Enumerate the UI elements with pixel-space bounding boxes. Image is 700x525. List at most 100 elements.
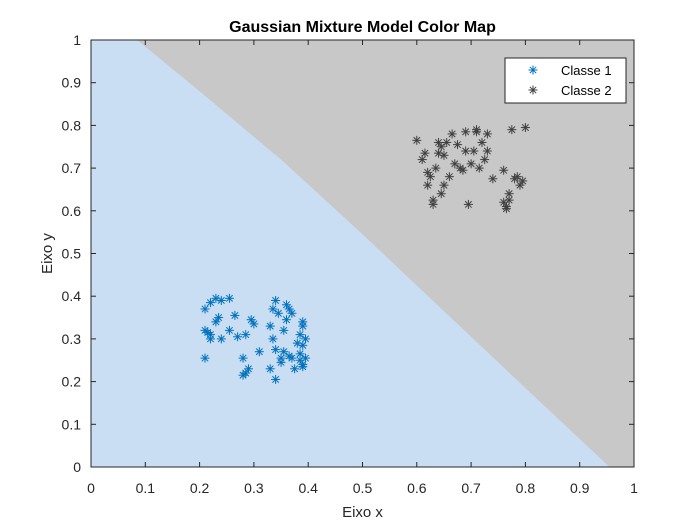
y-tick-label: 0 — [73, 459, 81, 475]
point-series1-44 — [295, 330, 305, 340]
point-series1-28 — [273, 308, 283, 318]
point-series1-51 — [300, 334, 310, 344]
plot-area: 0 0.1 0.2 0.3 0.4 0.5 0.6 0.7 0.8 0.9 1 0 0.1 0.2 0.3 0… — [62, 32, 639, 496]
point-series1-52 — [298, 317, 308, 327]
point-series2-30 — [477, 137, 487, 147]
point-series2-39 — [504, 195, 514, 205]
x-tick-label: 0.5 — [353, 480, 373, 496]
legend-label-2: Classe 2 — [561, 83, 612, 98]
point-series1-0 — [200, 304, 210, 314]
point-series2-45 — [520, 123, 530, 133]
x-tick-label: 0.2 — [190, 480, 210, 496]
legend-box — [504, 57, 627, 104]
point-series1-12 — [230, 310, 240, 320]
point-series1-34 — [279, 347, 289, 357]
point-series1-26 — [268, 304, 278, 314]
point-series1-1 — [205, 298, 215, 308]
point-series2-18 — [450, 159, 460, 169]
point-series2-2 — [420, 148, 430, 158]
legend-marker-1 — [528, 65, 538, 75]
point-series2-29 — [474, 163, 484, 173]
x-tick-label: 0.8 — [516, 480, 536, 496]
point-series1-9 — [214, 313, 224, 323]
point-series1-30 — [271, 345, 281, 355]
x-tick-label: 0.3 — [244, 480, 264, 496]
point-series2-42 — [512, 172, 522, 182]
point-series2-35 — [499, 165, 509, 175]
point-series2-11 — [436, 142, 446, 152]
x-tick-label: 0.4 — [298, 480, 318, 496]
point-series1-22 — [249, 319, 259, 329]
point-series1-18 — [238, 353, 248, 363]
point-series1-48 — [300, 353, 310, 363]
point-series2-22 — [461, 146, 471, 156]
point-series2-38 — [504, 189, 514, 199]
point-series1-8 — [211, 317, 221, 327]
point-series2-40 — [507, 125, 517, 135]
point-series1-19 — [241, 330, 251, 340]
point-series1-23 — [254, 347, 264, 357]
point-series1-42 — [290, 364, 300, 374]
y-tick-label: 0.6 — [62, 203, 82, 219]
y-tick-label: 0.1 — [62, 416, 82, 432]
point-series1-35 — [279, 325, 289, 335]
class2-region — [137, 40, 634, 467]
point-series1-38 — [284, 304, 294, 314]
point-series2-16 — [444, 172, 454, 182]
point-series1-4 — [224, 293, 234, 303]
point-series1-39 — [287, 308, 297, 318]
point-series1-15 — [233, 332, 243, 342]
x-axis-label: Eixo x — [342, 504, 383, 521]
point-series2-17 — [447, 129, 457, 139]
y-tick-label: 0.9 — [62, 75, 82, 91]
point-series2-7 — [428, 199, 438, 209]
point-series1-50 — [298, 362, 308, 372]
legend-marker-2 — [528, 85, 538, 95]
point-series2-44 — [518, 176, 528, 186]
point-series2-4 — [423, 180, 433, 190]
point-series2-8 — [431, 163, 441, 173]
point-series2-5 — [425, 172, 435, 182]
point-series2-28 — [472, 125, 482, 135]
legend-label-1: Classe 1 — [561, 63, 612, 78]
x-tick-label: 0.7 — [461, 480, 481, 496]
point-series2-19 — [453, 140, 463, 150]
y-tick-label: 0.5 — [62, 246, 82, 262]
point-series1-25 — [265, 321, 275, 331]
point-series1-31 — [271, 374, 281, 384]
point-series1-53 — [295, 349, 305, 359]
point-series2-31 — [480, 155, 490, 165]
point-series2-0 — [412, 135, 422, 145]
point-series1-7 — [203, 327, 213, 337]
x-tick-label: 0 — [87, 480, 95, 496]
point-series2-14 — [439, 150, 449, 160]
point-series2-24 — [463, 199, 473, 209]
x-tick-label: 0.6 — [407, 480, 427, 496]
chart-title: Gaussian Mixture Model Color Map — [229, 19, 496, 36]
x-tick-label: 0.9 — [570, 480, 590, 496]
point-series2-34 — [488, 174, 498, 184]
point-series2-26 — [469, 146, 479, 156]
y-tick-label: 0.3 — [62, 331, 82, 347]
point-series1-29 — [268, 334, 278, 344]
point-series1-13 — [200, 353, 210, 363]
y-tick-label: 0.2 — [62, 374, 82, 390]
point-series2-13 — [439, 180, 449, 190]
x-tick-label: 0.1 — [136, 480, 156, 496]
y-axis-label: Eixo y — [39, 233, 56, 274]
point-series2-33 — [482, 146, 492, 156]
point-series1-24 — [265, 364, 275, 374]
point-series2-21 — [458, 165, 468, 175]
point-series2-25 — [466, 159, 476, 169]
y-tick-label: 1 — [73, 32, 81, 48]
point-series1-10 — [216, 334, 226, 344]
point-series1-27 — [271, 295, 281, 305]
x-tick-label: 1 — [630, 480, 638, 496]
point-series2-15 — [442, 137, 452, 147]
point-series1-3 — [216, 295, 226, 305]
point-series2-32 — [482, 129, 492, 139]
y-tick-label: 0.7 — [62, 160, 82, 176]
axis-ticks: 0 0.1 0.2 0.3 0.4 0.5 0.6 0.7 0.8 0.9 1 0 0.1 0.2 0.3 0… — [62, 32, 639, 496]
point-series2-46 — [501, 204, 511, 214]
